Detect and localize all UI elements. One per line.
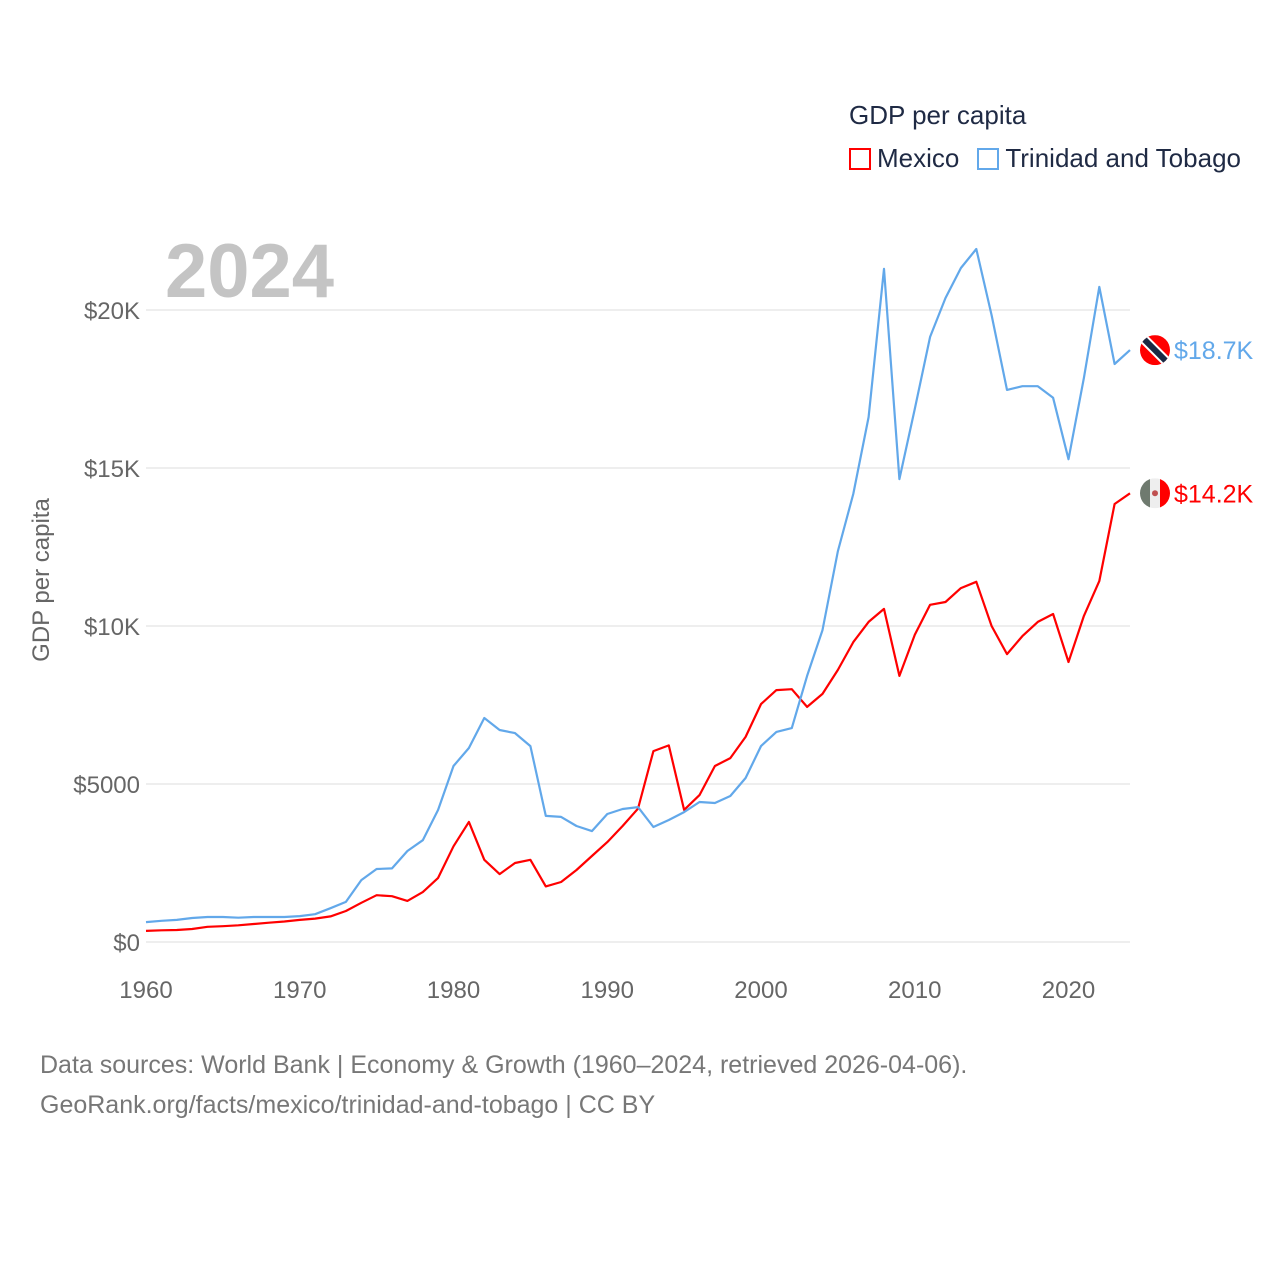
y-tick-label: $5000 (73, 772, 140, 799)
legend-label-trinidad: Trinidad and Tobago (1005, 143, 1241, 173)
x-tick-label: 2020 (1042, 977, 1095, 1004)
legend-item-trinidad[interactable]: Trinidad and Tobago (977, 143, 1241, 174)
x-tick-label: 1960 (119, 977, 172, 1004)
legend-label-mexico: Mexico (877, 143, 960, 173)
x-tick-label: 2000 (734, 977, 787, 1004)
source-line-1: Data sources: World Bank | Economy & Gro… (40, 1051, 968, 1079)
x-tick-label: 1980 (427, 977, 480, 1004)
end-value-label-trinidad: $18.7K (1174, 337, 1254, 365)
y-tick-label: $10K (84, 614, 140, 641)
year-label: 2024 (165, 229, 335, 314)
legend-title: GDP per capita (849, 100, 1027, 130)
source-footer: Data sources: World Bank | Economy & Gro… (40, 1045, 967, 1125)
source-line-2[interactable]: GeoRank.org/facts/mexico/trinidad-and-to… (40, 1091, 656, 1119)
x-tick-label: 1970 (273, 977, 326, 1004)
legend-swatch-trinidad (977, 147, 1000, 170)
y-tick-label: $20K (84, 298, 140, 325)
x-tick-label: 1990 (581, 977, 634, 1004)
legend-item-mexico[interactable]: Mexico (849, 143, 959, 174)
series-line-mexico (145, 492, 1131, 932)
legend-swatch-mexico (849, 147, 871, 170)
x-tick-label: 2010 (888, 977, 941, 1004)
y-tick-label: $0 (113, 930, 140, 957)
y-tick-label: $15K (84, 456, 140, 483)
series-line-trinidad (145, 247, 1131, 924)
trinidad-and-tobago-flag-icon (1140, 335, 1170, 366)
legend: Mexico Trinidad and Tobago (849, 143, 1241, 174)
end-value-label-mexico: $14.2K (1174, 480, 1254, 508)
mexico-flag-icon (1140, 478, 1170, 509)
